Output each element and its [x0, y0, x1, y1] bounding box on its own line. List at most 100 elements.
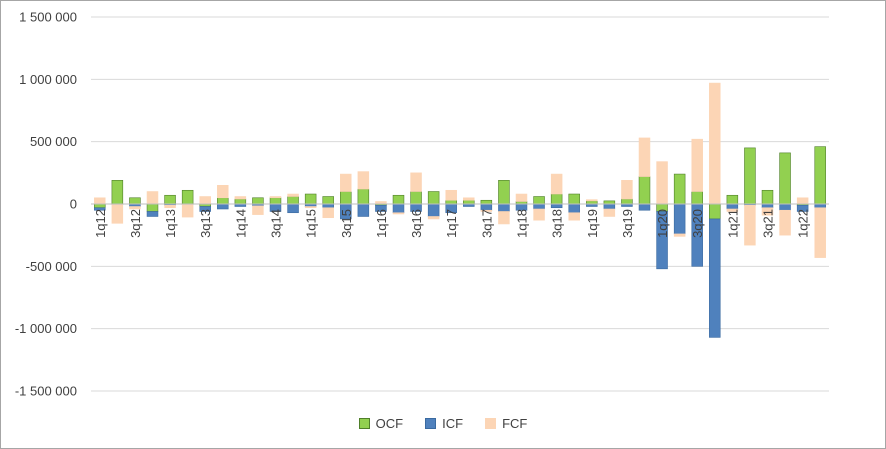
bar-icf-4q14: [287, 203, 299, 214]
y-tick-label: -1 500 000: [15, 384, 77, 399]
x-tick-label: 3q17: [479, 209, 494, 238]
bar-ocf-2q16: [392, 194, 405, 205]
bar-ocf-1q17: [445, 199, 457, 205]
bar-ocf-2q14: [252, 197, 264, 205]
bar-fcf-3q21: [761, 207, 774, 216]
bar-icf-2q20: [673, 203, 686, 235]
bar-fcf-3q12: [129, 206, 141, 210]
bar-ocf-3q17: [480, 199, 493, 205]
bar-fcf-2q13: [181, 204, 194, 218]
legend-item-fcf: FCF: [485, 416, 527, 431]
x-tick-label: 1q18: [515, 209, 530, 238]
bar-ocf-1q21: [726, 194, 739, 205]
bar-icf-1q20: [656, 211, 668, 270]
bar-fcf-3q13: [199, 196, 211, 205]
bar-icf-4q21: [779, 203, 791, 211]
bar-fcf-2q19: [603, 208, 616, 217]
bar-icf-1q21: [726, 203, 739, 210]
bar-fcf-1q17: [445, 189, 457, 201]
bar-icf-4q20: [709, 218, 721, 338]
bar-fcf-1q22: [796, 197, 809, 205]
legend-swatch: [425, 417, 437, 429]
bar-ocf-3q19: [621, 198, 633, 205]
bar-ocf-4q20: [709, 203, 721, 220]
y-tick-label: 0: [70, 197, 77, 212]
bar-fcf-2q20: [673, 233, 686, 237]
bar-ocf-3q18: [550, 193, 563, 205]
bar-fcf-1q12: [94, 197, 106, 205]
bar-icf-1q12: [94, 207, 106, 211]
bar-ocf-2q17: [463, 199, 475, 205]
legend-label: OCF: [375, 415, 404, 431]
legend-label: ICF: [442, 415, 464, 431]
bar-fcf-1q14: [234, 196, 247, 200]
bar-ocf-4q21: [779, 152, 791, 205]
legend-item-ocf: OCF: [358, 415, 404, 431]
bar-ocf-4q13: [217, 197, 229, 205]
bar-fcf-4q13: [217, 185, 229, 199]
legend-swatch: [358, 417, 370, 429]
bar-fcf-3q15: [340, 173, 352, 192]
bar-ocf-2q13: [181, 189, 194, 205]
bar-icf-4q13: [217, 203, 229, 210]
bar-fcf-3q18: [550, 173, 563, 195]
x-tick-label: 1q15: [304, 209, 319, 238]
y-axis-tick-labels: 1 500 000 1 000 000 500 000 0 -500 000 -1 000…: [15, 10, 77, 399]
y-tick-label: -1 000 000: [15, 321, 77, 336]
x-tick-label: 1q20: [655, 209, 670, 238]
legend-swatch: [485, 417, 497, 429]
x-tick-label: 3q16: [409, 209, 424, 238]
bar-fcf-4q14: [287, 193, 299, 197]
bar-ocf-3q15: [340, 191, 352, 205]
bar-fcf-1q18: [515, 193, 528, 202]
x-tick-label: 3q12: [128, 209, 143, 238]
bar-icf-2q16: [392, 203, 405, 214]
x-tick-label: 1q16: [374, 209, 389, 238]
bar-fcf-4q15: [357, 171, 370, 190]
bar-ocf-2q15: [322, 196, 334, 205]
bar-icf-3q13: [199, 206, 211, 212]
bar-ocf-1q13: [164, 194, 176, 205]
bar-fcf-2q12: [111, 204, 124, 224]
x-tick-label: 3q14: [269, 209, 284, 238]
y-tick-label: 1 000 000: [19, 72, 77, 87]
bar-ocf-3q20: [691, 191, 703, 205]
bar-icf-1q22: [796, 204, 809, 212]
bar-ocf-4q17: [498, 180, 510, 205]
bar-ocf-2q12: [111, 180, 124, 205]
x-tick-label: 1q22: [796, 209, 811, 238]
bar-series: [94, 82, 826, 338]
bar-fcf-2q18: [533, 208, 545, 221]
bar-ocf-4q19: [638, 176, 651, 205]
bar-icf-2q15: [322, 203, 334, 209]
bar-fcf-3q19: [621, 180, 633, 200]
x-tick-label: 1q14: [233, 209, 248, 238]
bar-ocf-1q12: [94, 203, 106, 209]
bar-ocf-4q16: [427, 191, 440, 205]
bar-fcf-4q20: [709, 82, 721, 205]
bar-icf-4q17: [498, 203, 510, 212]
bar-fcf-4q12: [146, 191, 159, 205]
x-tick-label: 3q19: [620, 209, 635, 238]
bar-fcf-3q14: [269, 196, 282, 199]
bar-fcf-4q16: [427, 216, 440, 220]
bar-icf-4q18: [568, 203, 580, 214]
bar-fcf-1q15: [304, 206, 317, 209]
y-tick-label: -500 000: [26, 259, 77, 274]
bar-fcf-3q17: [480, 209, 493, 212]
bar-ocf-1q15: [304, 193, 317, 205]
bar-ocf-3q21: [761, 189, 774, 205]
x-tick-label: 1q21: [725, 209, 740, 238]
bar-icf-4q12: [146, 211, 159, 217]
bar-fcf-2q16: [392, 212, 405, 215]
bar-ocf-2q18: [533, 196, 545, 205]
bar-fcf-2q21: [744, 204, 756, 246]
bar-ocf-3q12: [129, 197, 141, 205]
bar-ocf-1q14: [234, 198, 247, 205]
x-tick-label: 3q18: [550, 209, 565, 238]
bar-fcf-1q19: [586, 199, 598, 202]
bar-fcf-1q13: [164, 204, 176, 209]
bar-fcf-1q21: [726, 208, 739, 212]
